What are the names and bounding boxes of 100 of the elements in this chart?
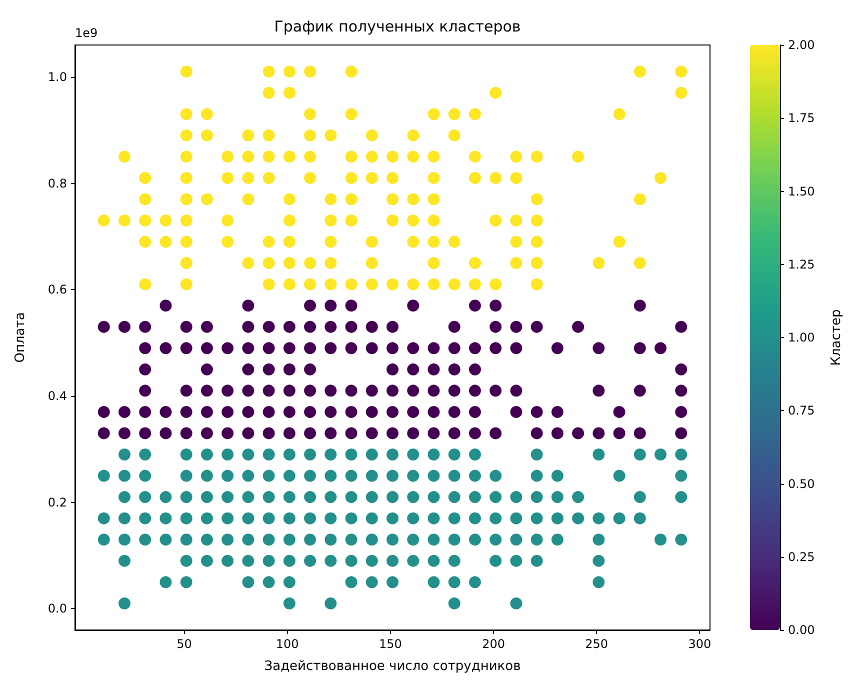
point	[592, 534, 605, 546]
point	[386, 427, 398, 440]
point	[304, 320, 316, 333]
color-bar-label: 0.25	[788, 550, 815, 564]
point	[222, 427, 234, 440]
point	[386, 320, 398, 333]
point	[428, 150, 440, 163]
point	[283, 214, 296, 226]
color-bar-title: Кластер	[829, 309, 844, 366]
point	[242, 576, 254, 588]
point	[283, 512, 296, 524]
point	[448, 236, 460, 248]
point	[98, 512, 110, 524]
point	[242, 257, 254, 270]
point	[407, 512, 420, 524]
point	[551, 470, 564, 482]
point	[428, 406, 440, 418]
point	[262, 172, 275, 184]
point	[428, 427, 440, 440]
point	[448, 342, 460, 354]
point	[530, 448, 543, 460]
point	[572, 150, 584, 163]
point	[675, 363, 688, 376]
point	[283, 66, 296, 78]
point	[118, 406, 130, 418]
point	[386, 150, 398, 163]
point	[490, 491, 502, 504]
point	[304, 554, 316, 567]
point	[345, 278, 358, 290]
point	[490, 214, 502, 226]
point	[634, 257, 646, 270]
point	[222, 214, 234, 226]
point	[428, 214, 440, 226]
point	[200, 534, 213, 546]
point	[468, 512, 481, 524]
point	[222, 448, 234, 460]
point	[407, 236, 420, 248]
point	[98, 470, 110, 482]
point	[448, 597, 460, 610]
point	[490, 427, 502, 440]
point	[448, 554, 460, 567]
point	[510, 491, 522, 504]
point	[490, 342, 502, 354]
point	[180, 66, 192, 78]
point	[139, 320, 152, 333]
point	[324, 448, 337, 460]
point	[118, 491, 130, 504]
point	[283, 427, 296, 440]
point	[407, 150, 420, 163]
point	[448, 427, 460, 440]
x-tick-label: 150	[378, 637, 402, 651]
point	[304, 384, 316, 397]
point	[345, 193, 358, 206]
point	[366, 554, 378, 567]
point	[304, 278, 316, 290]
point	[242, 150, 254, 163]
point	[304, 257, 316, 270]
point	[345, 108, 358, 120]
point	[468, 300, 481, 312]
y-tick-label: 0.6	[48, 282, 67, 297]
point	[242, 427, 254, 440]
point	[490, 470, 502, 482]
point	[262, 320, 275, 333]
point	[448, 534, 460, 546]
point	[407, 193, 420, 206]
point	[468, 257, 481, 270]
point	[428, 172, 440, 184]
point	[200, 320, 213, 333]
point	[139, 470, 152, 482]
point	[242, 320, 254, 333]
point	[592, 257, 605, 270]
point	[324, 384, 337, 397]
point	[304, 534, 316, 546]
point	[262, 129, 275, 142]
point	[407, 448, 420, 460]
point	[366, 129, 378, 142]
point	[139, 172, 152, 184]
point	[448, 512, 460, 524]
point	[634, 512, 646, 524]
point	[448, 278, 460, 290]
point	[324, 300, 337, 312]
point	[407, 300, 420, 312]
point	[468, 384, 481, 397]
point	[200, 129, 213, 142]
point	[304, 172, 316, 184]
point	[634, 448, 646, 460]
point	[366, 427, 378, 440]
point	[530, 406, 543, 418]
point	[654, 534, 667, 546]
point	[118, 597, 130, 610]
point	[407, 427, 420, 440]
point	[304, 427, 316, 440]
point	[98, 320, 110, 333]
point	[200, 448, 213, 460]
point	[592, 554, 605, 567]
point	[139, 534, 152, 546]
point	[262, 534, 275, 546]
point	[468, 342, 481, 354]
point	[160, 534, 172, 546]
point	[366, 384, 378, 397]
